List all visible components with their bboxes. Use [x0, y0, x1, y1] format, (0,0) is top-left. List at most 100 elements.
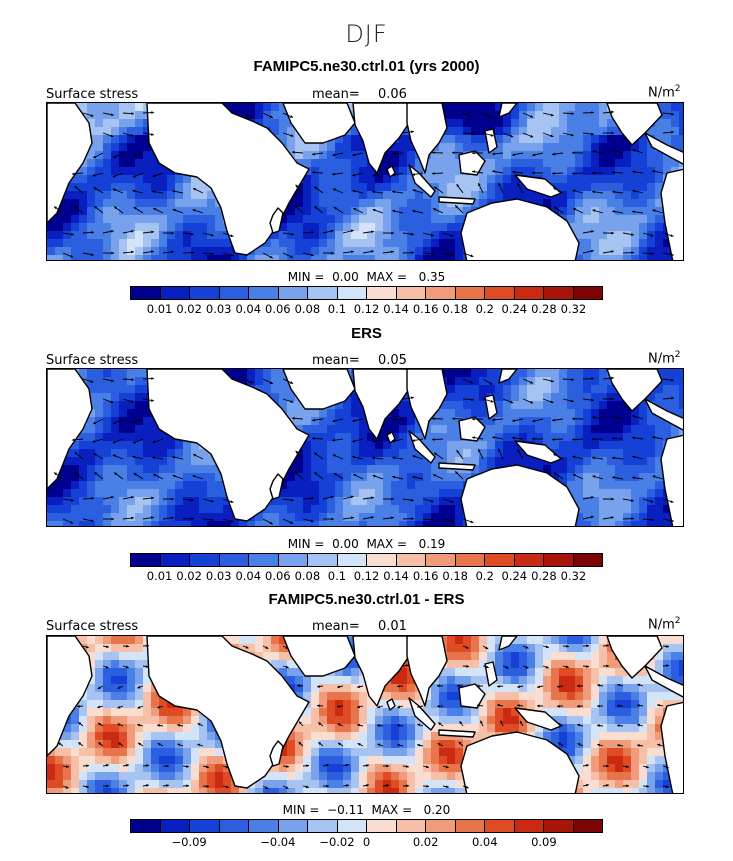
field-cell — [135, 521, 144, 526]
field-cell — [303, 183, 312, 192]
field-cell — [327, 465, 336, 474]
field-cell — [79, 636, 88, 645]
wind-arrow-head — [612, 476, 615, 480]
field-cell — [95, 239, 104, 248]
field-cell — [591, 473, 600, 482]
field-cell — [391, 692, 400, 701]
field-cell — [575, 521, 584, 526]
field-cell — [359, 175, 368, 184]
field-cell — [607, 191, 616, 200]
wind-arrow-head — [470, 380, 474, 384]
field-cell — [415, 700, 424, 709]
colorbar-tick-label: 0.06 — [265, 569, 291, 583]
field-cell — [351, 207, 360, 216]
field-cell — [359, 724, 368, 733]
wind-arrow-head — [94, 472, 98, 476]
field-cell — [495, 385, 504, 394]
field-cell — [343, 449, 352, 458]
field-cell — [631, 175, 640, 184]
field-cell — [399, 497, 408, 506]
field-cell — [127, 393, 136, 402]
field-cell — [511, 143, 520, 152]
field-cell — [615, 449, 624, 458]
field-cell — [103, 513, 112, 522]
wind-arrow-head — [572, 417, 575, 421]
field-cell — [143, 505, 152, 514]
field-cell — [631, 481, 640, 490]
field-cell — [103, 441, 112, 450]
field-cell — [479, 393, 488, 402]
field-cell — [135, 369, 144, 378]
wind-arrow-head — [592, 475, 596, 479]
field-cell — [463, 207, 472, 216]
field-cell — [567, 183, 576, 192]
wind-arrow-head — [591, 377, 594, 381]
field-cell — [215, 207, 224, 216]
field-cell — [191, 481, 200, 490]
wind-arrow-head — [314, 186, 318, 190]
field-cell — [455, 700, 464, 709]
colorbar-tick-label: 0.14 — [383, 302, 409, 316]
field-cell — [423, 175, 432, 184]
field-cell — [399, 231, 408, 240]
field-cell — [487, 433, 496, 442]
field-cell — [647, 425, 656, 434]
field-cell — [607, 676, 616, 685]
wind-arrow-head — [450, 500, 454, 503]
field-cell — [439, 255, 448, 260]
field-cell — [143, 239, 152, 248]
field-cell — [663, 167, 672, 176]
field-cell — [303, 255, 312, 260]
field-cell — [623, 159, 632, 168]
field-cell — [463, 716, 472, 725]
field-cell — [199, 505, 208, 514]
field-cell — [551, 377, 560, 386]
colorbar-swatch — [337, 287, 367, 299]
field-cell — [127, 103, 136, 112]
field-cell — [119, 489, 128, 498]
field-cell — [471, 175, 480, 184]
field-cell — [295, 716, 304, 725]
wind-arrow-head — [330, 495, 334, 499]
wind-arrow-head — [530, 134, 534, 138]
field-cell — [471, 377, 480, 386]
field-cell — [279, 401, 288, 410]
wind-arrow-head — [72, 438, 75, 442]
field-cell — [95, 183, 104, 192]
field-cell — [551, 644, 560, 653]
field-cell — [143, 457, 152, 466]
field-cell — [335, 465, 344, 474]
field-cell — [567, 151, 576, 160]
field-cell — [135, 692, 144, 701]
field-cell — [63, 255, 72, 260]
wind-arrow-head — [93, 155, 97, 159]
field-cell — [191, 505, 200, 514]
field-cell — [503, 417, 512, 426]
field-cell — [295, 668, 304, 677]
field-cell — [47, 521, 56, 526]
field-cell — [199, 231, 208, 240]
wind-arrow-head — [110, 229, 114, 233]
field-cell — [663, 505, 672, 514]
field-cell — [335, 425, 344, 434]
field-cell — [599, 425, 608, 434]
field-cell — [455, 497, 464, 506]
field-cell — [167, 521, 176, 526]
field-cell — [335, 409, 344, 418]
field-cell — [495, 433, 504, 442]
field-cell — [151, 473, 160, 482]
wind-arrow-head — [492, 436, 496, 439]
field-cell — [439, 481, 448, 490]
field-cell — [119, 167, 128, 176]
field-cell — [135, 481, 144, 490]
wind-arrow-head — [392, 475, 396, 479]
field-cell — [495, 401, 504, 410]
wind-arrow-head — [632, 170, 635, 174]
field-cell — [143, 700, 152, 709]
field-cell — [567, 700, 576, 709]
field-cell — [311, 199, 320, 208]
field-cell — [567, 159, 576, 168]
field-cell — [671, 159, 680, 168]
field-cell — [335, 135, 344, 144]
field-cell — [535, 425, 544, 434]
